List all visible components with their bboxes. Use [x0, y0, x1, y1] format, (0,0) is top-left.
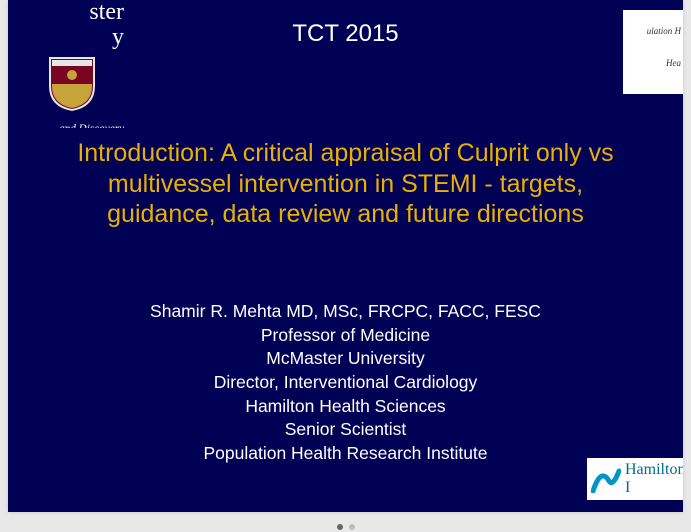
- author-affil-3: Director, Interventional Cardiology: [8, 371, 683, 395]
- slide-title: Introduction: A critical appraisal of Cu…: [8, 138, 683, 230]
- hamilton-logo: Hamilton I: [587, 458, 683, 500]
- author-affil-4: Hamilton Health Sciences: [8, 395, 683, 419]
- author-affil-5: Senior Scientist: [8, 418, 683, 442]
- author-affil-6: Population Health Research Institute: [8, 442, 683, 466]
- title-line-1: Introduction: A critical appraisal of Cu…: [77, 139, 613, 167]
- hamilton-mark-icon: [591, 465, 621, 493]
- university-name-fragment-2: y: [8, 25, 126, 50]
- slide-frame: TCT 2015 ster y and Discovery ulation H …: [8, 0, 683, 512]
- author-name: Shamir R. Mehta MD, MSc, FRCPC, FACC, FE…: [8, 300, 683, 324]
- author-affil-1: Professor of Medicine: [8, 324, 683, 348]
- hamilton-text-fragment: Hamilton I: [625, 461, 683, 497]
- presentation-slide: TCT 2015 ster y and Discovery ulation H …: [8, 0, 683, 512]
- mcmaster-logo: ster y and Discovery: [8, 0, 126, 128]
- phri-fragment-1: ulation H: [625, 26, 681, 36]
- phri-logo: ulation H Hea: [623, 10, 683, 94]
- pager-dot-1[interactable]: [337, 524, 343, 530]
- phri-fragment-2: Hea: [625, 58, 681, 68]
- page-indicator: [337, 524, 355, 530]
- shield-icon: [48, 56, 96, 112]
- title-line-2: multivessel intervention in STEMI - targ…: [108, 170, 583, 198]
- author-affil-2: McMaster University: [8, 347, 683, 371]
- pager-dot-2[interactable]: [349, 524, 355, 530]
- author-block: Shamir R. Mehta MD, MSc, FRCPC, FACC, FE…: [8, 300, 683, 465]
- title-line-3: guidance, data review and future directi…: [107, 200, 584, 228]
- university-tagline-fragment: and Discovery: [8, 123, 126, 128]
- university-name-fragment-1: ster: [8, 0, 126, 25]
